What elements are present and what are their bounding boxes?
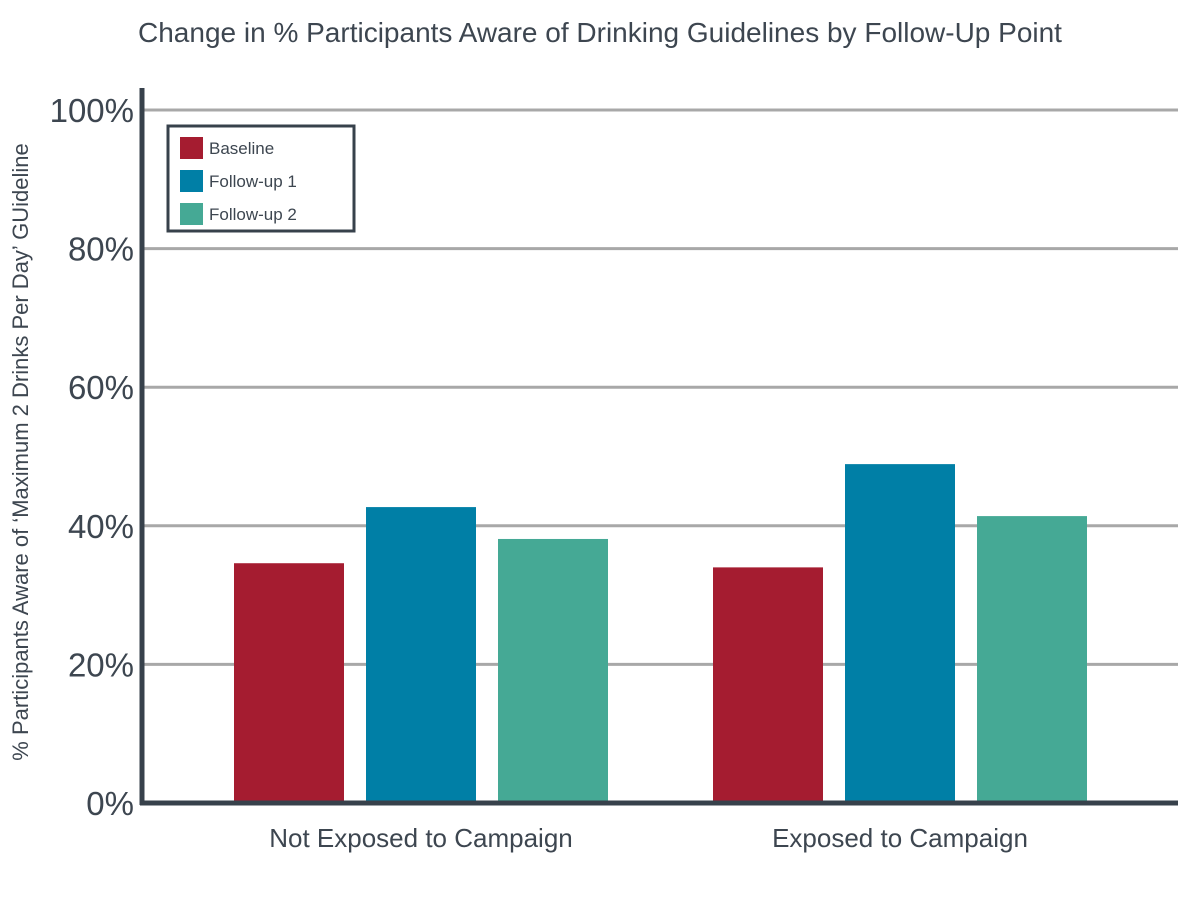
category-label: Not Exposed to Campaign	[269, 823, 573, 853]
legend-label: Follow-up 2	[209, 205, 297, 224]
y-tick-label: 20%	[68, 646, 134, 683]
bar	[713, 567, 823, 803]
y-tick-labels: 0% 20% 40% 60% 80% 100%	[50, 92, 134, 822]
bar	[845, 464, 955, 803]
bars	[234, 464, 1087, 803]
y-tick-label: 100%	[50, 92, 134, 129]
category-label: Exposed to Campaign	[772, 823, 1028, 853]
y-tick-label: 40%	[68, 508, 134, 545]
legend-label: Baseline	[209, 139, 274, 158]
legend-swatch	[180, 137, 203, 159]
legend-label: Follow-up 1	[209, 172, 297, 191]
legend: Baseline Follow-up 1 Follow-up 2	[166, 124, 356, 233]
bar	[977, 516, 1087, 803]
y-tick-label: 0%	[86, 785, 134, 822]
y-tick-label: 80%	[68, 231, 134, 268]
chart-title: Change in % Participants Aware of Drinki…	[138, 17, 1062, 48]
category-labels: Not Exposed to Campaign Exposed to Campai…	[269, 823, 1028, 853]
y-axis-label: % Participants Aware of ‘Maximum 2 Drink…	[8, 143, 33, 760]
bar	[234, 563, 344, 803]
bar	[366, 507, 476, 803]
axes	[139, 88, 1178, 806]
bar	[498, 538, 608, 803]
legend-swatch	[180, 203, 203, 225]
legend-swatch	[180, 170, 203, 192]
y-tick-label: 60%	[68, 369, 134, 406]
